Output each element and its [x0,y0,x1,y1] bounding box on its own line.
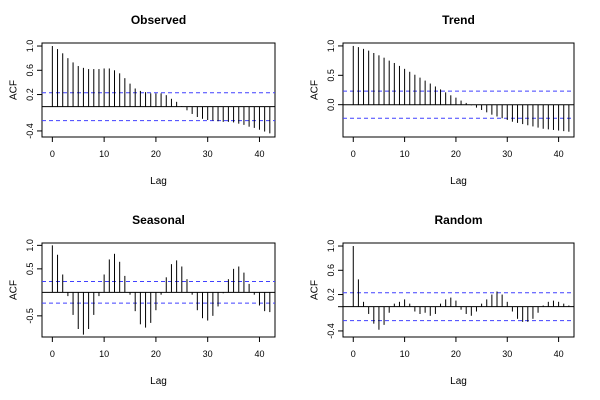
x-tick-label: 30 [203,149,213,159]
y-tick-label: 0.5 [25,263,35,276]
acf-panel-random: Random Lag ACF 0 10 20 30 40 -0.4 0.2 0.6 1.0 [309,213,575,387]
y-tick-label: 0.6 [25,64,35,77]
y-tick-label: 1.0 [25,239,35,252]
chart-title: Random [435,213,483,227]
y-axis-label: ACF [309,80,320,100]
x-tick-label: 30 [203,349,213,359]
x-tick-label: 0 [50,149,55,159]
x-axis-label: Lag [150,376,167,387]
x-tick-label: 40 [554,149,564,159]
y-tick-label: -0.4 [326,323,336,339]
plot-frame [342,42,575,138]
x-tick-label: 20 [151,149,161,159]
x-axis-label: Lag [150,176,167,187]
acf-panel-trend: Trend Lag ACF 0 10 20 30 40 0.0 0.5 1.0 [309,13,575,187]
y-tick-label: 0.6 [326,264,336,277]
acf-panel-observed: Observed Lag ACF 0 10 20 30 40 -0.4 0.2 0.6 1.0 [8,13,276,187]
chart-title: Trend [442,13,475,27]
y-tick-label: 1.0 [326,240,336,253]
x-tick-label: 0 [50,349,55,359]
x-tick-label: 10 [99,149,109,159]
plot-frame [41,42,276,138]
x-tick-label: 30 [502,149,512,159]
plot-frame [342,242,575,338]
x-tick-label: 0 [351,349,356,359]
plot-frame [41,242,276,338]
y-tick-label: 0.5 [326,69,336,82]
x-tick-label: 40 [254,349,264,359]
x-tick-label: 10 [400,149,410,159]
x-tick-label: 40 [554,349,564,359]
x-axis-label: Lag [450,176,467,187]
y-tick-label: 0.2 [326,288,336,301]
y-axis-label: ACF [8,280,19,300]
chart-title: Observed [131,13,186,27]
x-tick-label: 10 [99,349,109,359]
acf-panel-seasonal: Seasonal Lag ACF 0 10 20 30 40 -0.5 0.5 1.0 [8,213,276,387]
y-tick-label: 0.0 [326,98,336,111]
x-tick-label: 40 [254,149,264,159]
x-tick-label: 20 [451,149,461,159]
x-axis-label: Lag [450,376,467,387]
x-tick-label: 20 [151,349,161,359]
y-tick-label: 0.2 [25,88,35,101]
y-tick-label: -0.4 [25,123,35,139]
x-tick-label: 20 [451,349,461,359]
y-tick-label: 1.0 [25,40,35,53]
y-axis-label: ACF [309,280,320,300]
y-tick-label: 1.0 [326,40,336,53]
y-tick-label: -0.5 [25,308,35,324]
x-tick-label: 0 [351,149,356,159]
chart-title: Seasonal [132,213,185,227]
x-tick-label: 10 [400,349,410,359]
x-tick-label: 30 [502,349,512,359]
y-axis-label: ACF [8,80,19,100]
